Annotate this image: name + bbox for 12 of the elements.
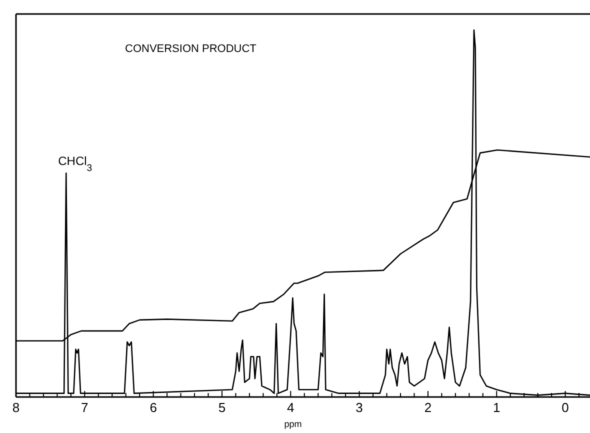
x-tick-label: 6 xyxy=(150,400,157,415)
x-tick-label: 3 xyxy=(356,400,363,415)
x-tick-label: 1 xyxy=(493,400,500,415)
x-tick-label: 8 xyxy=(12,400,20,415)
x-tick-label: 0 xyxy=(562,400,569,415)
text: CONVERSION PRODUCT xyxy=(125,43,257,55)
x-tick-label: 4 xyxy=(287,400,294,415)
x-tick-label: 2 xyxy=(424,400,432,415)
x-tick-label: 5 xyxy=(218,400,226,415)
x-tick-label: 7 xyxy=(81,400,88,415)
x-axis-title: ppm xyxy=(284,419,302,429)
annotation: CHCl$_{3}$ xyxy=(58,154,92,174)
